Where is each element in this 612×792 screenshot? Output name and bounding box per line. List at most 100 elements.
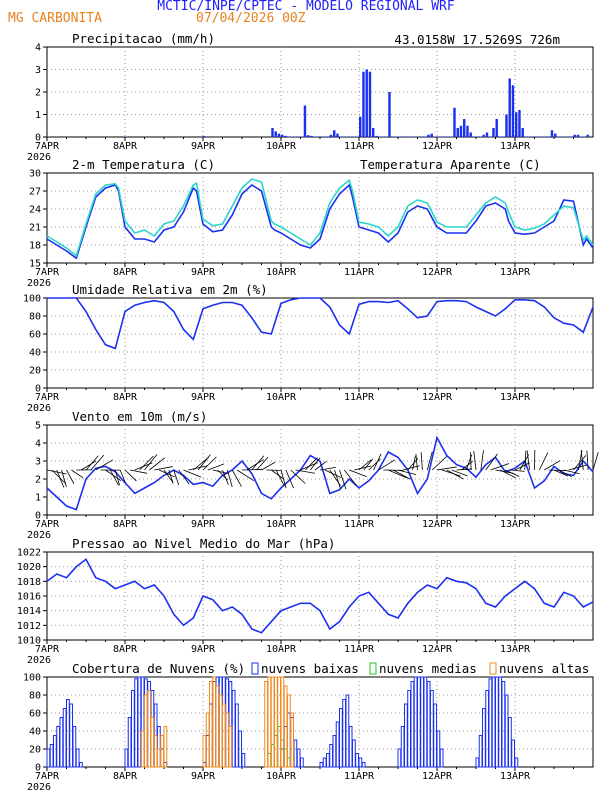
cloud-bar-blue [400,726,405,768]
y-tick-label: 1014 [17,606,41,617]
wind-arrow [129,469,148,474]
cloud-bar-orange [225,712,230,768]
y-tick-label: 60 [29,709,41,720]
cloud-bar-orange [140,730,145,768]
year-label: 2026 [27,403,51,414]
x-tick-label: 10APR [266,644,297,655]
y-tick-label: 24 [29,205,41,216]
y-tick-label: 1016 [17,592,41,603]
x-tick-label: 7APR [35,519,60,530]
cloud-bar-blue [439,748,444,768]
wind-arrow [580,450,584,471]
y-tick-label: 4 [35,43,41,54]
precip-bar [271,128,274,137]
cloud-bar-blue [426,681,431,768]
wind-arrow [368,458,381,471]
cloud-bar-orange [274,676,278,768]
cloud-bar-blue [355,753,360,768]
wind-arrow [290,469,306,484]
x-tick-label: 9APR [191,644,216,655]
wind-arrow [510,469,525,472]
precip-bar [203,136,206,137]
cloud-bar-blue [300,757,304,768]
panel-title-temp: 2-m Temperatura (C) [72,157,215,172]
wind-arrow [558,469,572,478]
precip-bar [550,130,554,137]
wind-arrow [51,469,67,485]
precip-bar [463,119,466,137]
precip-bar [427,134,430,137]
series-line-pres-blue [46,558,594,634]
wind-arrow [485,453,498,471]
cloud-bar-orange [150,717,155,768]
x-tick-label: 9APR [191,771,216,782]
cloud-bar-blue [491,676,496,768]
x-tick-label: 10APR [266,771,297,782]
cloud-bar-blue [62,708,67,768]
year-label: 2026 [27,278,51,289]
wind-arrow [505,469,520,477]
wind-arrow [256,456,269,471]
precip-bar [359,116,362,137]
cloud-bar-blue [482,708,486,768]
cloud-bar-orange [153,735,158,768]
wind-arrow [397,469,417,475]
wind-arrow [114,469,120,486]
wind-arrow [358,459,372,471]
precip-bar [511,85,515,137]
y-tick-label: 2 [35,475,41,486]
panel-wind: 0 1 2 3 4 5 7APR 8APR 9APR 10APR 11APR 12APR 13APR 20… [27,409,599,541]
wind-arrow [480,450,484,471]
wind-arrow [95,459,114,471]
wind-arrow [261,461,276,471]
cloud-bar-orange [160,735,165,768]
wind-arrow [251,455,265,471]
wind-arrow [188,465,208,471]
plot-frame [46,297,594,389]
x-tick-label: 12APR [422,267,453,278]
wind-arrow [226,469,233,488]
wind-arrow [373,453,382,471]
x-tick-label: 11APR [344,644,375,655]
y-tick-label: 18 [29,241,41,252]
wind-arrow [426,451,433,471]
wind-arrow [473,450,477,471]
year-label: 2026 [27,152,51,163]
cloud-bar-orange [144,694,148,768]
x-tick-label: 10APR [266,392,297,403]
cloud-bar-blue [134,678,139,768]
cloud-bar-blue [322,757,327,768]
cloud-bar-blue [131,690,135,768]
y-tick-label: 0 [35,763,41,774]
wind-arrow [446,469,464,480]
wind-arrow [110,469,119,486]
wind-arrow [392,469,411,480]
precip-bar [372,128,375,137]
year-label: 2026 [27,530,51,541]
x-tick-label: 8APR [113,644,138,655]
precip-bar [368,71,372,137]
y-tick-label: 3 [35,457,41,468]
wind-arrow [197,454,211,471]
x-tick-label: 7APR [35,644,60,655]
wind-arrow [168,469,174,484]
precip-bar [307,135,310,137]
precip-bar [466,125,469,137]
cloud-bar-orange [157,748,161,768]
cloud-bar-orange [290,712,295,768]
legend-swatch-orange [489,662,497,675]
series-line-rh-blue [47,297,594,350]
precip-bar [515,112,518,137]
wind-arrow [295,469,316,474]
y-tick-label: 0 [35,511,41,522]
x-tick-label: 11APR [344,141,375,152]
cloud-bar-orange [277,676,282,768]
cloud-bar-blue [127,717,132,768]
precip-bar [482,134,485,137]
x-tick-label: 10APR [266,519,297,530]
wind-arrow [154,466,173,471]
cloud-bar-blue [410,681,415,768]
y-tick-label: 1022 [17,548,41,559]
wind-arrow [178,469,190,485]
wind-arrow [309,457,321,471]
